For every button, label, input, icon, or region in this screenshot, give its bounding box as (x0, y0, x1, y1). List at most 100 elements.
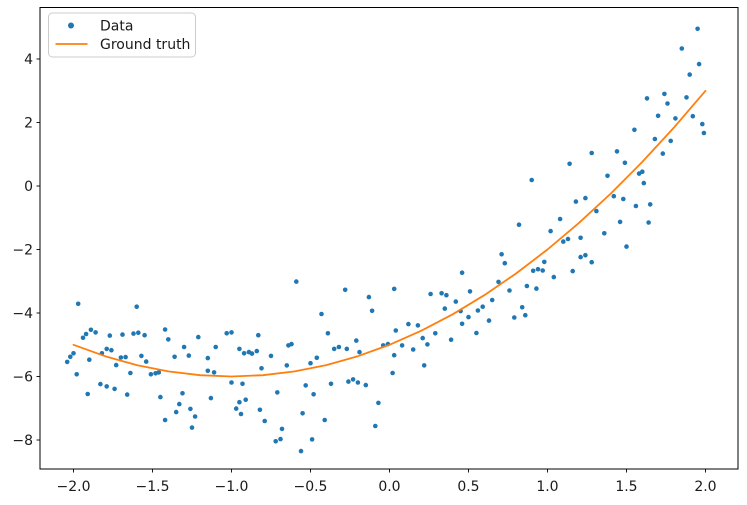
data-point (331, 346, 337, 352)
data-point (189, 425, 195, 430)
x-tick-label: −1.5 (135, 479, 169, 495)
data-points-series (64, 26, 707, 454)
data-point (594, 208, 599, 214)
data-point (480, 304, 486, 310)
data-point (279, 426, 285, 432)
x-tick-label: −2.0 (56, 479, 90, 495)
data-point (466, 314, 471, 320)
x-tick-label: 2.0 (694, 479, 716, 495)
data-point (701, 130, 707, 136)
data-point (700, 121, 705, 127)
data-point (644, 96, 650, 101)
y-tick-label: −4 (12, 306, 33, 322)
data-point (298, 448, 304, 454)
legend: Data Ground truth (48, 12, 196, 58)
data-point (496, 279, 501, 285)
data-point (641, 180, 647, 186)
data-point (229, 330, 234, 335)
data-point (120, 332, 125, 337)
data-point (257, 407, 263, 413)
y-tick-label: −2 (12, 242, 33, 258)
data-point (459, 321, 465, 327)
data-point (205, 355, 211, 361)
data-point (131, 331, 136, 336)
data-point (237, 399, 242, 405)
data-point (679, 46, 685, 51)
data-point (143, 359, 149, 364)
data-point (507, 288, 512, 293)
data-point (415, 323, 421, 328)
data-point (602, 231, 607, 236)
data-point (309, 437, 315, 442)
data-point (535, 266, 541, 272)
data-point (516, 222, 522, 227)
data-point (668, 138, 673, 144)
data-point (690, 113, 696, 119)
x-tick-label: 0.0 (378, 479, 400, 495)
data-point (172, 354, 177, 360)
data-point (673, 116, 678, 121)
data-point (647, 202, 653, 207)
data-point (346, 379, 351, 384)
data-point (75, 301, 81, 307)
data-point (399, 343, 405, 348)
data-point (303, 383, 309, 388)
data-point (181, 344, 187, 350)
data-point (499, 252, 504, 257)
data-point (561, 239, 566, 244)
data-point (660, 151, 666, 156)
data-point (308, 360, 313, 366)
data-point (696, 61, 702, 67)
data-point (583, 195, 588, 201)
data-point (542, 259, 547, 265)
data-point (684, 95, 689, 100)
data-point (583, 252, 588, 258)
data-point (328, 381, 334, 387)
data-point (421, 363, 427, 368)
data-point (376, 400, 381, 406)
data-point (284, 363, 290, 368)
data-point (268, 353, 274, 359)
data-point (128, 370, 133, 376)
data-point (373, 423, 378, 429)
data-point (255, 332, 261, 338)
data-point (391, 286, 397, 292)
data-point (406, 321, 411, 327)
data-point (444, 292, 449, 298)
data-point (314, 355, 320, 361)
data-point (557, 216, 563, 222)
data-point (83, 331, 89, 337)
x-tick-label: 0.5 (457, 479, 479, 495)
data-point (325, 331, 331, 336)
data-point (188, 406, 193, 412)
data-point (180, 391, 185, 396)
data-point (113, 362, 119, 368)
data-point (64, 359, 70, 365)
data-point (646, 220, 651, 225)
data-point (391, 352, 397, 358)
data-point (344, 346, 350, 352)
data-point (640, 169, 645, 174)
data-point (142, 332, 147, 338)
data-point (573, 199, 579, 204)
data-point (393, 328, 399, 333)
data-point (249, 351, 255, 356)
data-point (68, 354, 73, 360)
data-point (442, 306, 448, 311)
data-point (363, 382, 369, 388)
data-point (243, 397, 248, 403)
data-point (524, 283, 530, 289)
data-point (459, 270, 465, 276)
data-point (259, 366, 264, 371)
data-point (85, 391, 90, 397)
data-point (665, 101, 670, 106)
data-point (357, 349, 362, 355)
legend-label-data: Data (100, 19, 133, 35)
data-point (633, 203, 639, 209)
data-point (523, 312, 528, 318)
data-point (278, 436, 283, 442)
data-point (624, 244, 629, 249)
data-point (534, 286, 539, 291)
data-point (632, 127, 637, 133)
x-tick-label: −0.5 (293, 479, 327, 495)
